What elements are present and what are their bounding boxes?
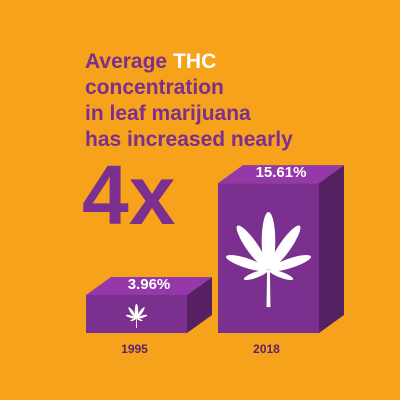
bar-top — [218, 165, 344, 184]
title-text: Average — [85, 50, 167, 73]
annotation: 4x — [82, 148, 176, 242]
title-text: in leaf marijuana — [85, 102, 251, 125]
value-label: 3.96% — [128, 276, 171, 293]
bar-side — [187, 276, 212, 333]
category-label: 2018 — [253, 342, 280, 356]
title-text: concentration — [85, 76, 224, 99]
title: Average THC concentration in leaf marijuana… — [85, 50, 293, 151]
title-text: THC — [173, 50, 216, 73]
bar-top — [86, 276, 212, 295]
category-label: 1995 — [121, 342, 148, 356]
bar-side — [319, 165, 344, 333]
value-label: 15.61% — [256, 164, 307, 181]
title-text: has increased nearly — [85, 128, 293, 151]
